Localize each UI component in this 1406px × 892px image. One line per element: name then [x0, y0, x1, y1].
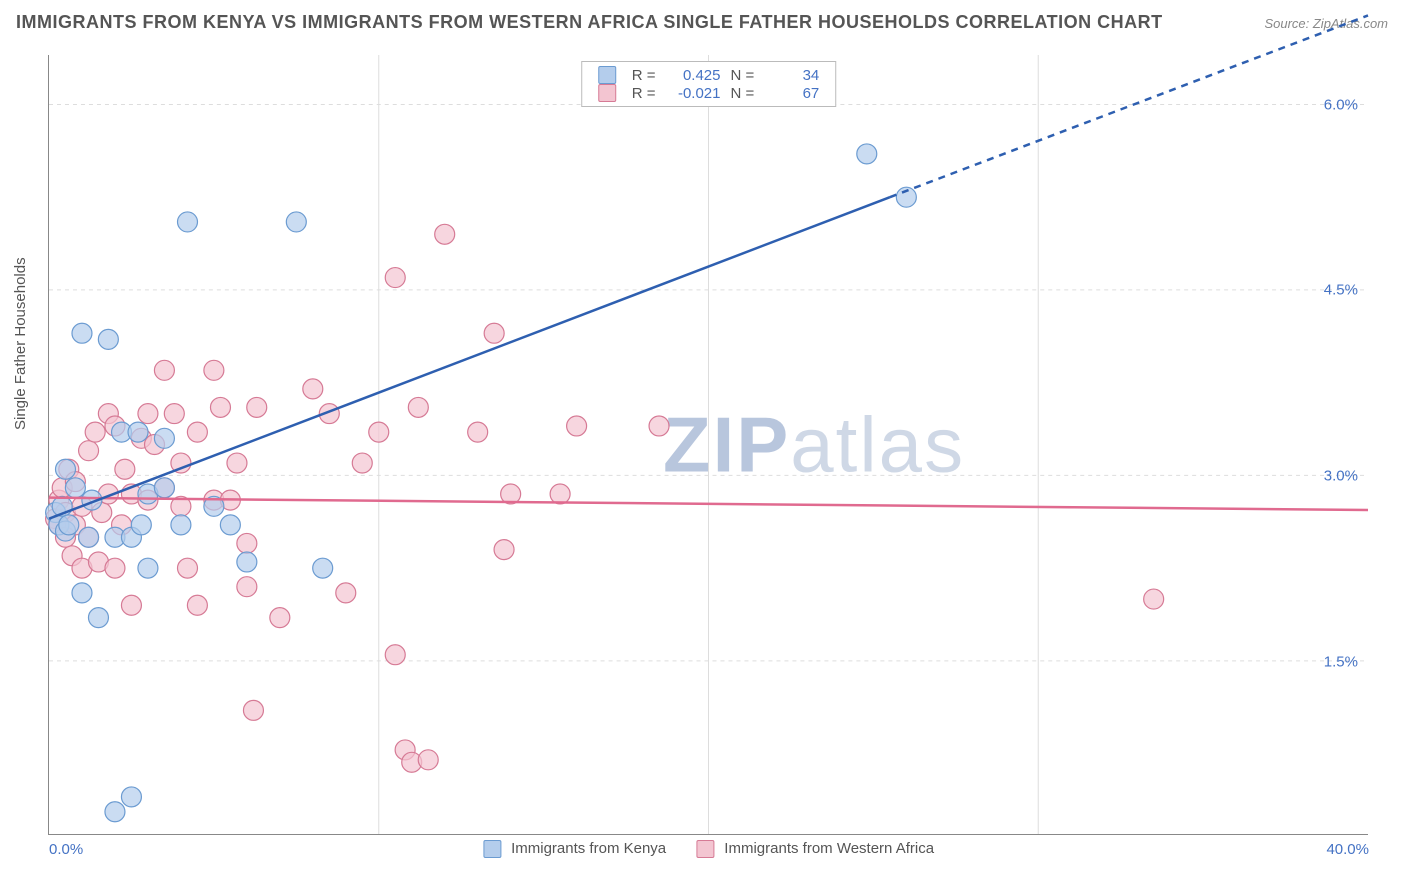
plot-area: ZIPatlas 1.5%3.0%4.5%6.0% 0.0%40.0% R = … [48, 55, 1368, 835]
scatter-point [204, 360, 224, 380]
n-value-series2: 67 [764, 85, 819, 102]
y-tick-label: 1.5% [1324, 653, 1358, 670]
scatter-point [385, 645, 405, 665]
scatter-point [154, 428, 174, 448]
regression-line-series1-solid [49, 197, 890, 518]
scatter-point [313, 558, 333, 578]
scatter-point [72, 583, 92, 603]
scatter-point [72, 323, 92, 343]
scatter-point [286, 212, 306, 232]
x-axis-legend: Immigrants from Kenya Immigrants from We… [483, 840, 934, 858]
scatter-point [567, 416, 587, 436]
scatter-point [243, 700, 263, 720]
scatter-point [857, 144, 877, 164]
regression-line-series1-dashed [890, 15, 1368, 197]
legend-item-series2: Immigrants from Western Africa [696, 840, 934, 858]
scatter-point [418, 750, 438, 770]
scatter-point [408, 397, 428, 417]
scatter-point [187, 422, 207, 442]
n-label: N = [731, 67, 755, 84]
scatter-point [385, 268, 405, 288]
scatter-point [649, 416, 669, 436]
scatter-point [131, 515, 151, 535]
y-tick-label: 3.0% [1324, 467, 1358, 484]
legend-label-series1: Immigrants from Kenya [511, 840, 666, 857]
scatter-point [115, 459, 135, 479]
source-label: Source: ZipAtlas.com [1264, 16, 1388, 31]
scatter-point [121, 787, 141, 807]
scatter-point [88, 608, 108, 628]
stats-row-series1: R = 0.425 N = 34 [598, 66, 820, 84]
n-label: N = [731, 85, 755, 102]
scatter-point [55, 459, 75, 479]
scatter-point [494, 540, 514, 560]
scatter-svg [49, 55, 1368, 834]
swatch-series2-icon [696, 840, 714, 858]
scatter-point [237, 577, 257, 597]
n-value-series1: 34 [764, 67, 819, 84]
scatter-point [435, 224, 455, 244]
scatter-point [105, 802, 125, 822]
legend-item-series1: Immigrants from Kenya [483, 840, 666, 858]
r-label: R = [632, 67, 656, 84]
scatter-point [220, 515, 240, 535]
scatter-point [237, 552, 257, 572]
scatter-point [178, 212, 198, 232]
scatter-point [154, 478, 174, 498]
scatter-point [484, 323, 504, 343]
scatter-point [128, 422, 148, 442]
scatter-point [270, 608, 290, 628]
x-tick-label: 0.0% [49, 841, 83, 858]
scatter-point [105, 558, 125, 578]
scatter-point [138, 558, 158, 578]
scatter-point [65, 478, 85, 498]
scatter-point [352, 453, 372, 473]
scatter-point [210, 397, 230, 417]
scatter-point [187, 595, 207, 615]
scatter-point [138, 404, 158, 424]
scatter-point [171, 515, 191, 535]
scatter-point [1144, 589, 1164, 609]
scatter-point [247, 397, 267, 417]
legend-label-series2: Immigrants from Western Africa [724, 840, 934, 857]
stats-legend-box: R = 0.425 N = 34 R = -0.021 N = 67 [581, 61, 837, 107]
r-label: R = [632, 85, 656, 102]
y-axis-title: Single Father Households [12, 257, 29, 430]
swatch-series2-icon [598, 84, 616, 102]
scatter-point [468, 422, 488, 442]
scatter-point [79, 527, 99, 547]
swatch-series1-icon [598, 66, 616, 84]
y-tick-label: 4.5% [1324, 282, 1358, 299]
scatter-point [178, 558, 198, 578]
scatter-point [227, 453, 247, 473]
y-tick-label: 6.0% [1324, 96, 1358, 113]
swatch-series1-icon [483, 840, 501, 858]
scatter-point [85, 422, 105, 442]
r-value-series1: 0.425 [666, 67, 721, 84]
scatter-point [550, 484, 570, 504]
r-value-series2: -0.021 [666, 85, 721, 102]
scatter-point [164, 404, 184, 424]
scatter-point [369, 422, 389, 442]
scatter-point [237, 533, 257, 553]
stats-row-series2: R = -0.021 N = 67 [598, 84, 820, 102]
scatter-point [98, 329, 118, 349]
chart-title: IMMIGRANTS FROM KENYA VS IMMIGRANTS FROM… [16, 12, 1163, 33]
scatter-point [79, 441, 99, 461]
scatter-point [154, 360, 174, 380]
x-tick-label: 40.0% [1326, 841, 1369, 858]
scatter-point [303, 379, 323, 399]
scatter-point [336, 583, 356, 603]
scatter-point [121, 595, 141, 615]
scatter-point [59, 515, 79, 535]
